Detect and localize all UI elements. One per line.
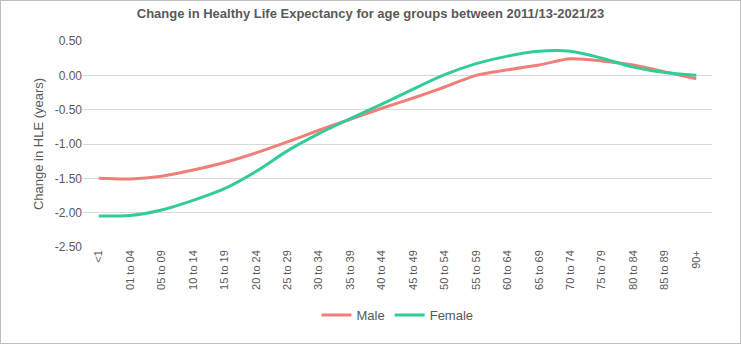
svg-text:50 to 54: 50 to 54 — [438, 250, 450, 290]
svg-text:35 to 39: 35 to 39 — [344, 250, 356, 290]
svg-text:30 to 34: 30 to 34 — [312, 250, 324, 290]
svg-text:-2.00: -2.00 — [55, 206, 83, 220]
svg-text:-0.50: -0.50 — [55, 103, 83, 117]
svg-text:60 to 64: 60 to 64 — [501, 250, 513, 290]
svg-text:25 to 29: 25 to 29 — [281, 250, 293, 290]
svg-text:-1.00: -1.00 — [55, 137, 83, 151]
svg-text:Change in Healthy Life Expecta: Change in Healthy Life Expectancy for ag… — [137, 6, 604, 21]
svg-text:65 to 69: 65 to 69 — [533, 250, 545, 290]
svg-text:0.00: 0.00 — [59, 69, 83, 83]
svg-text:40 to 44: 40 to 44 — [375, 250, 387, 290]
svg-text:55 to 59: 55 to 59 — [470, 250, 482, 290]
svg-text:75 to 79: 75 to 79 — [595, 250, 607, 290]
svg-text:10 to 14: 10 to 14 — [187, 250, 199, 290]
svg-text:-1.50: -1.50 — [55, 172, 83, 186]
svg-text:05 to 09: 05 to 09 — [155, 250, 167, 290]
svg-text:90+: 90+ — [690, 250, 702, 269]
svg-text:15 to 19: 15 to 19 — [218, 250, 230, 290]
svg-text:20 to 24: 20 to 24 — [250, 250, 262, 290]
svg-text:70 to 74: 70 to 74 — [564, 250, 576, 290]
svg-text:80 to 84: 80 to 84 — [627, 250, 639, 290]
svg-text:Change in HLE (years): Change in HLE (years) — [31, 78, 46, 210]
svg-text:85 to 89: 85 to 89 — [658, 250, 670, 290]
svg-text:Female: Female — [430, 308, 473, 323]
svg-text:Male: Male — [357, 308, 385, 323]
svg-text:<1: <1 — [92, 250, 104, 263]
svg-text:01 to 04: 01 to 04 — [124, 250, 136, 290]
svg-text:-2.50: -2.50 — [55, 240, 83, 254]
svg-text:45 to 49: 45 to 49 — [407, 250, 419, 290]
svg-text:0.50: 0.50 — [59, 34, 83, 48]
